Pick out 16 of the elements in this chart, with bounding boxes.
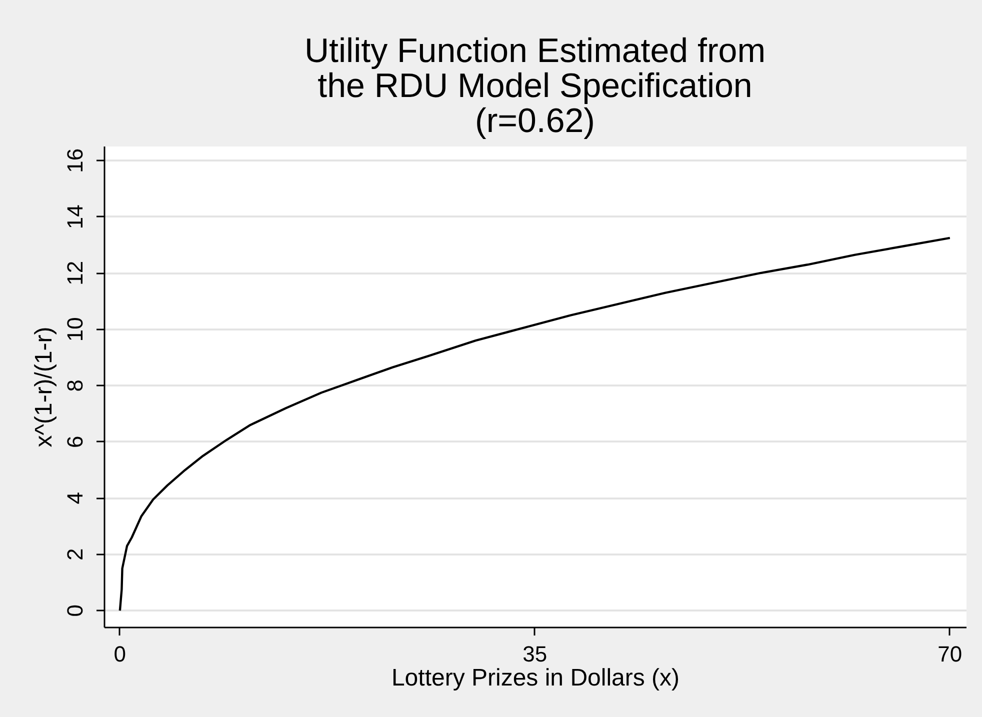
x-tick-label: 0 xyxy=(114,642,126,666)
line-series xyxy=(118,236,951,612)
x-tick-label: 35 xyxy=(522,642,548,666)
y-axis-title: x^(1-r)/(1-r) xyxy=(30,326,58,448)
y-tick-label: 4 xyxy=(62,492,88,504)
y-tick-label: 0 xyxy=(62,604,88,617)
y-tick-label: 12 xyxy=(62,260,88,286)
y-tick-label: 10 xyxy=(62,317,88,342)
y-tick-label: 8 xyxy=(62,379,88,392)
y-tick-label: 6 xyxy=(62,436,88,448)
y-tick-label: 16 xyxy=(62,148,88,173)
chart-title: Utility Function Estimated from the RDU Model Specification (r=0.62) xyxy=(303,31,767,140)
y-tick-label: 14 xyxy=(62,204,88,230)
x-tick-label: 70 xyxy=(938,642,962,666)
x-axis-title: Lottery Prizes in Dollars (x) xyxy=(391,664,680,692)
y-tick-label: 2 xyxy=(62,548,88,560)
